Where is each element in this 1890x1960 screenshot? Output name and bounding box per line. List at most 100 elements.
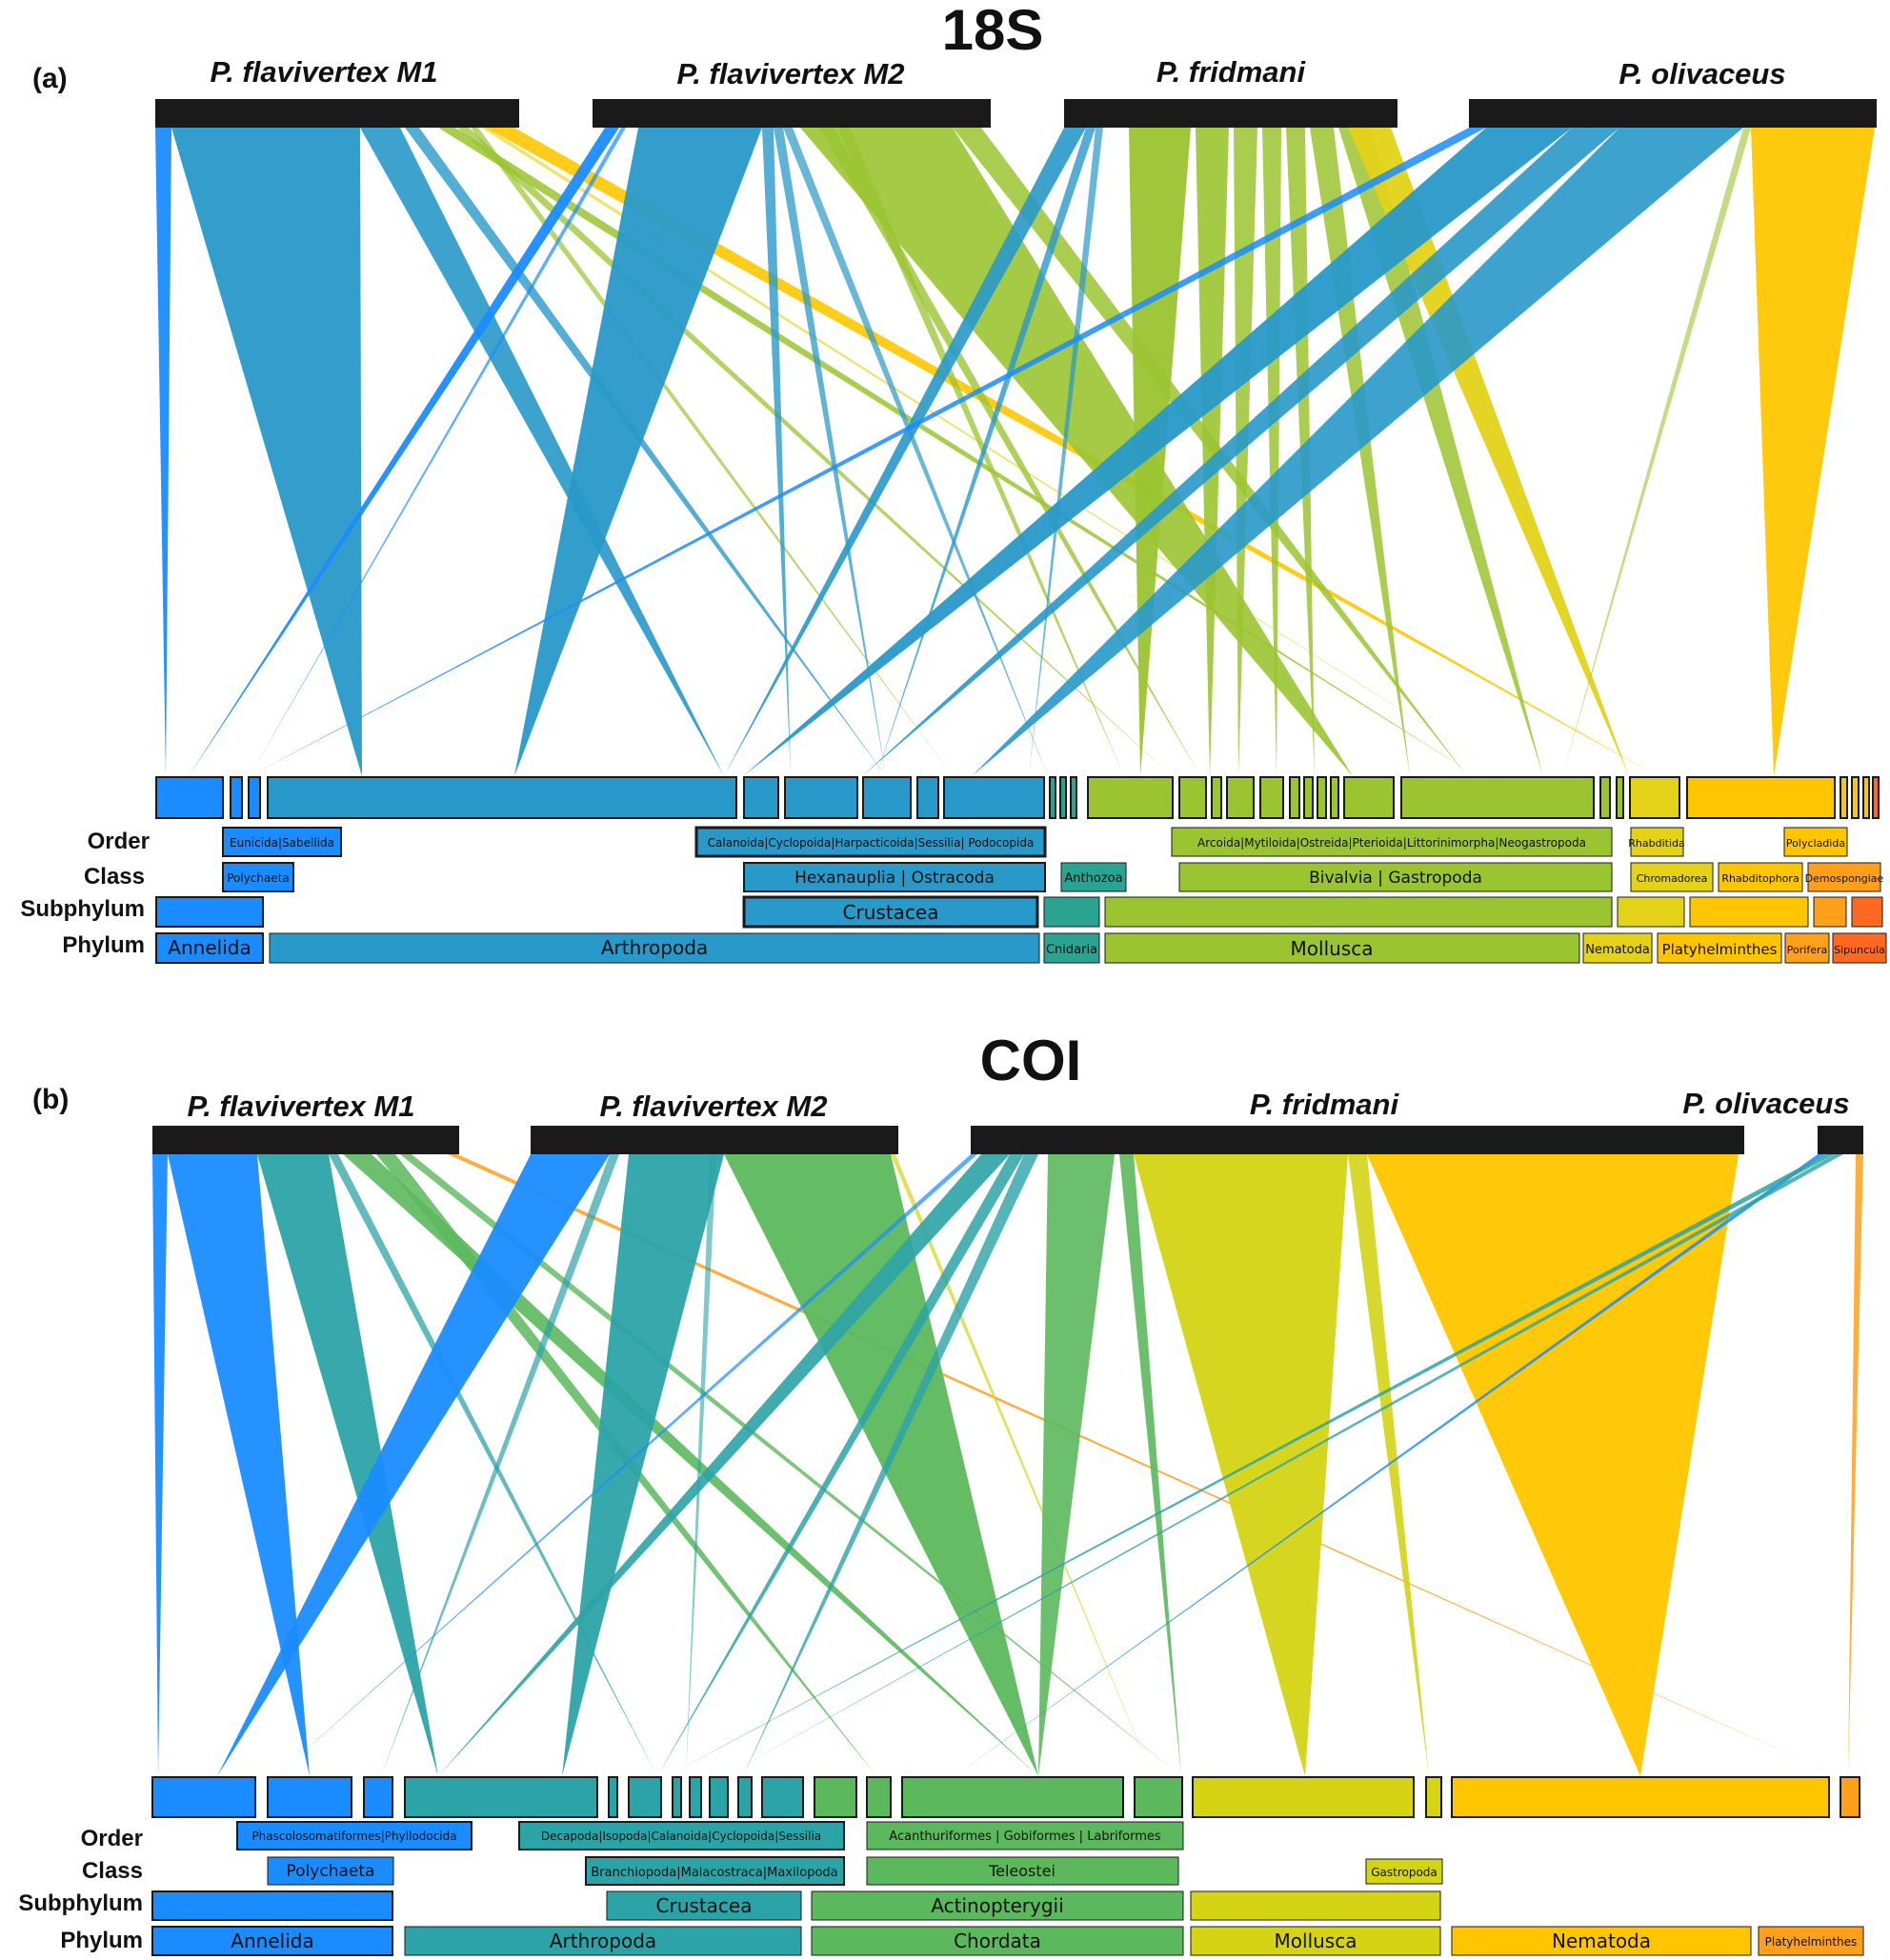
taxon-box bbox=[1784, 932, 1830, 964]
panel-a-label: (a) bbox=[32, 63, 68, 94]
taxon-label: Rhabditophora bbox=[1721, 872, 1799, 885]
taxon-box bbox=[155, 896, 264, 928]
taxon-box bbox=[694, 826, 1047, 858]
taxon-box bbox=[1104, 896, 1613, 928]
prey-box-a-31 bbox=[1872, 776, 1880, 819]
prey-box-a-8 bbox=[916, 776, 939, 819]
link-a-m1-mollusca-3 bbox=[471, 128, 953, 776]
link-b-olivaceus-annelida bbox=[955, 1154, 1824, 1776]
prey-box-a-2 bbox=[230, 776, 243, 819]
taxon-label: Nematoda bbox=[1552, 1930, 1651, 1952]
taxon-box bbox=[1718, 862, 1803, 892]
taxon-box bbox=[404, 1926, 802, 1956]
taxon-box bbox=[1365, 1858, 1443, 1885]
link-b-m2-arthropoda-1 bbox=[562, 1154, 724, 1776]
taxon-box bbox=[151, 1926, 393, 1956]
panel-b-predator-bar-m1 bbox=[152, 1126, 459, 1154]
link-a-m2-arthropoda-3 bbox=[774, 128, 886, 776]
link-a-m2-annelida-1 bbox=[189, 128, 619, 776]
link-b-m2-annelida bbox=[217, 1154, 610, 1776]
taxon-label: Rhabditida bbox=[1628, 837, 1684, 850]
link-b-m2-chordata bbox=[724, 1154, 1038, 1776]
taxon-label: Arthropoda bbox=[601, 936, 708, 959]
taxon-label: Acanthuriformes | Gobiformes | Labriform… bbox=[889, 1830, 1161, 1844]
link-b-m1-nematoda bbox=[448, 1154, 1839, 1776]
link-a-m1-annelida bbox=[155, 128, 171, 776]
panel-a-predator-label-fridmani: P. fridmani bbox=[1156, 55, 1307, 89]
taxon-box bbox=[1630, 862, 1714, 892]
prey-box-a-28 bbox=[1840, 776, 1848, 819]
panel-a-rank-phylum: Phylum bbox=[62, 932, 145, 958]
taxon-label: Phascolosomatiformes|Phyllodocida bbox=[251, 1830, 456, 1843]
link-b-fridmani-arthropoda-2 bbox=[657, 1154, 1024, 1776]
link-b-fridmani-annelida bbox=[276, 1154, 977, 1776]
taxon-box bbox=[1832, 932, 1887, 964]
link-b-olivaceus-arthropoda-2 bbox=[724, 1154, 1843, 1776]
taxon-box bbox=[1451, 1926, 1752, 1956]
prey-box-b-3 bbox=[363, 1776, 393, 1818]
prey-box-a-7 bbox=[862, 776, 912, 819]
link-a-m1-arthropoda-3 bbox=[405, 128, 886, 776]
taxon-box bbox=[866, 1821, 1184, 1850]
prey-box-b-9 bbox=[709, 1776, 729, 1818]
link-b-m2-arthropoda-2 bbox=[381, 1154, 619, 1776]
taxon-label: Sipuncula bbox=[1834, 944, 1885, 956]
taxon-box bbox=[1060, 862, 1127, 892]
panel-b-class-row: Polychaeta Branchiopoda|Malacostraca|Max… bbox=[267, 1856, 1443, 1886]
taxon-label: Polychaeta bbox=[287, 1862, 375, 1881]
link-a-fridmani-mollusca-4 bbox=[1262, 128, 1281, 776]
taxon-label: Porifera bbox=[1787, 944, 1827, 956]
panel-b-rank-subphylum: Subphylum bbox=[18, 1890, 143, 1916]
taxon-label: Arthropoda bbox=[550, 1930, 656, 1952]
taxon-label: Chordata bbox=[954, 1930, 1041, 1952]
prey-box-a-9 bbox=[943, 776, 1045, 819]
link-a-m1-platyhelminthes bbox=[486, 128, 1658, 776]
taxon-box bbox=[269, 932, 1040, 964]
taxon-label: Decapoda|Isopoda|Calanoida|Cyclopoida|Se… bbox=[541, 1830, 821, 1843]
taxon-label: Actinopterygii bbox=[931, 1894, 1063, 1917]
prey-box-a-14 bbox=[1178, 776, 1207, 819]
panel-a-order-row: Eunicida|Sabellida Calanoida|Cyclopoida|… bbox=[222, 826, 1848, 858]
panel-a-rank-class: Class bbox=[84, 864, 145, 890]
prey-box-a-23 bbox=[1400, 776, 1595, 819]
taxon-box bbox=[267, 1856, 394, 1886]
prey-box-b-19 bbox=[1840, 1776, 1860, 1818]
link-a-olivaceus-mollusca bbox=[1562, 128, 1751, 776]
taxon-label: Gastropoda bbox=[1371, 1866, 1438, 1879]
prey-box-b-5 bbox=[608, 1776, 618, 1818]
taxon-label: Polycladida bbox=[1786, 837, 1845, 850]
taxon-label: Calanoida|Cyclopoida|Harpacticoida|Sessi… bbox=[708, 836, 1035, 850]
link-a-m1-arthropoda-main bbox=[171, 128, 362, 776]
prey-box-a-3 bbox=[248, 776, 261, 819]
prey-box-a-13 bbox=[1087, 776, 1174, 819]
taxon-label: Mollusca bbox=[1291, 937, 1374, 960]
panel-b-predator-label-m1: P. flavivertex M1 bbox=[188, 1090, 415, 1123]
taxon-box bbox=[222, 862, 294, 892]
link-b-fridmani-arthropoda-1 bbox=[438, 1154, 1010, 1776]
taxon-box bbox=[1104, 932, 1580, 964]
prey-box-a-27 bbox=[1686, 776, 1836, 819]
link-b-m2-arthropoda-3 bbox=[686, 1154, 716, 1776]
link-b-fridmani-nematoda bbox=[1367, 1154, 1739, 1776]
taxon-label: Crustacea bbox=[656, 1894, 753, 1917]
taxon-box bbox=[1630, 827, 1684, 857]
panel-a-predator-bar-fridmani bbox=[1064, 99, 1397, 128]
prey-box-a-21 bbox=[1330, 776, 1339, 819]
prey-box-b-1 bbox=[151, 1776, 256, 1818]
taxon-box bbox=[743, 862, 1046, 892]
link-a-m2-arthropoda-2 bbox=[762, 128, 791, 776]
link-a-m2-annelida-2 bbox=[250, 128, 626, 776]
link-b-m1-chordata-1 bbox=[343, 1154, 1038, 1776]
taxon-box bbox=[1043, 932, 1100, 964]
taxon-box bbox=[222, 827, 342, 857]
link-a-m2-arthropoda-1 bbox=[514, 128, 762, 776]
taxon-box bbox=[1190, 1890, 1441, 1921]
prey-box-b-16 bbox=[1192, 1776, 1415, 1818]
link-a-fridmani-arthropoda-1 bbox=[724, 128, 1086, 776]
panel-a-rank-order: Order bbox=[88, 829, 150, 854]
prey-box-b-14 bbox=[901, 1776, 1124, 1818]
link-a-m2-arthropoda-4 bbox=[783, 128, 1048, 776]
taxon-box bbox=[236, 1821, 472, 1850]
panel-a-predator-label-olivaceus: P. olivaceus bbox=[1619, 57, 1785, 90]
